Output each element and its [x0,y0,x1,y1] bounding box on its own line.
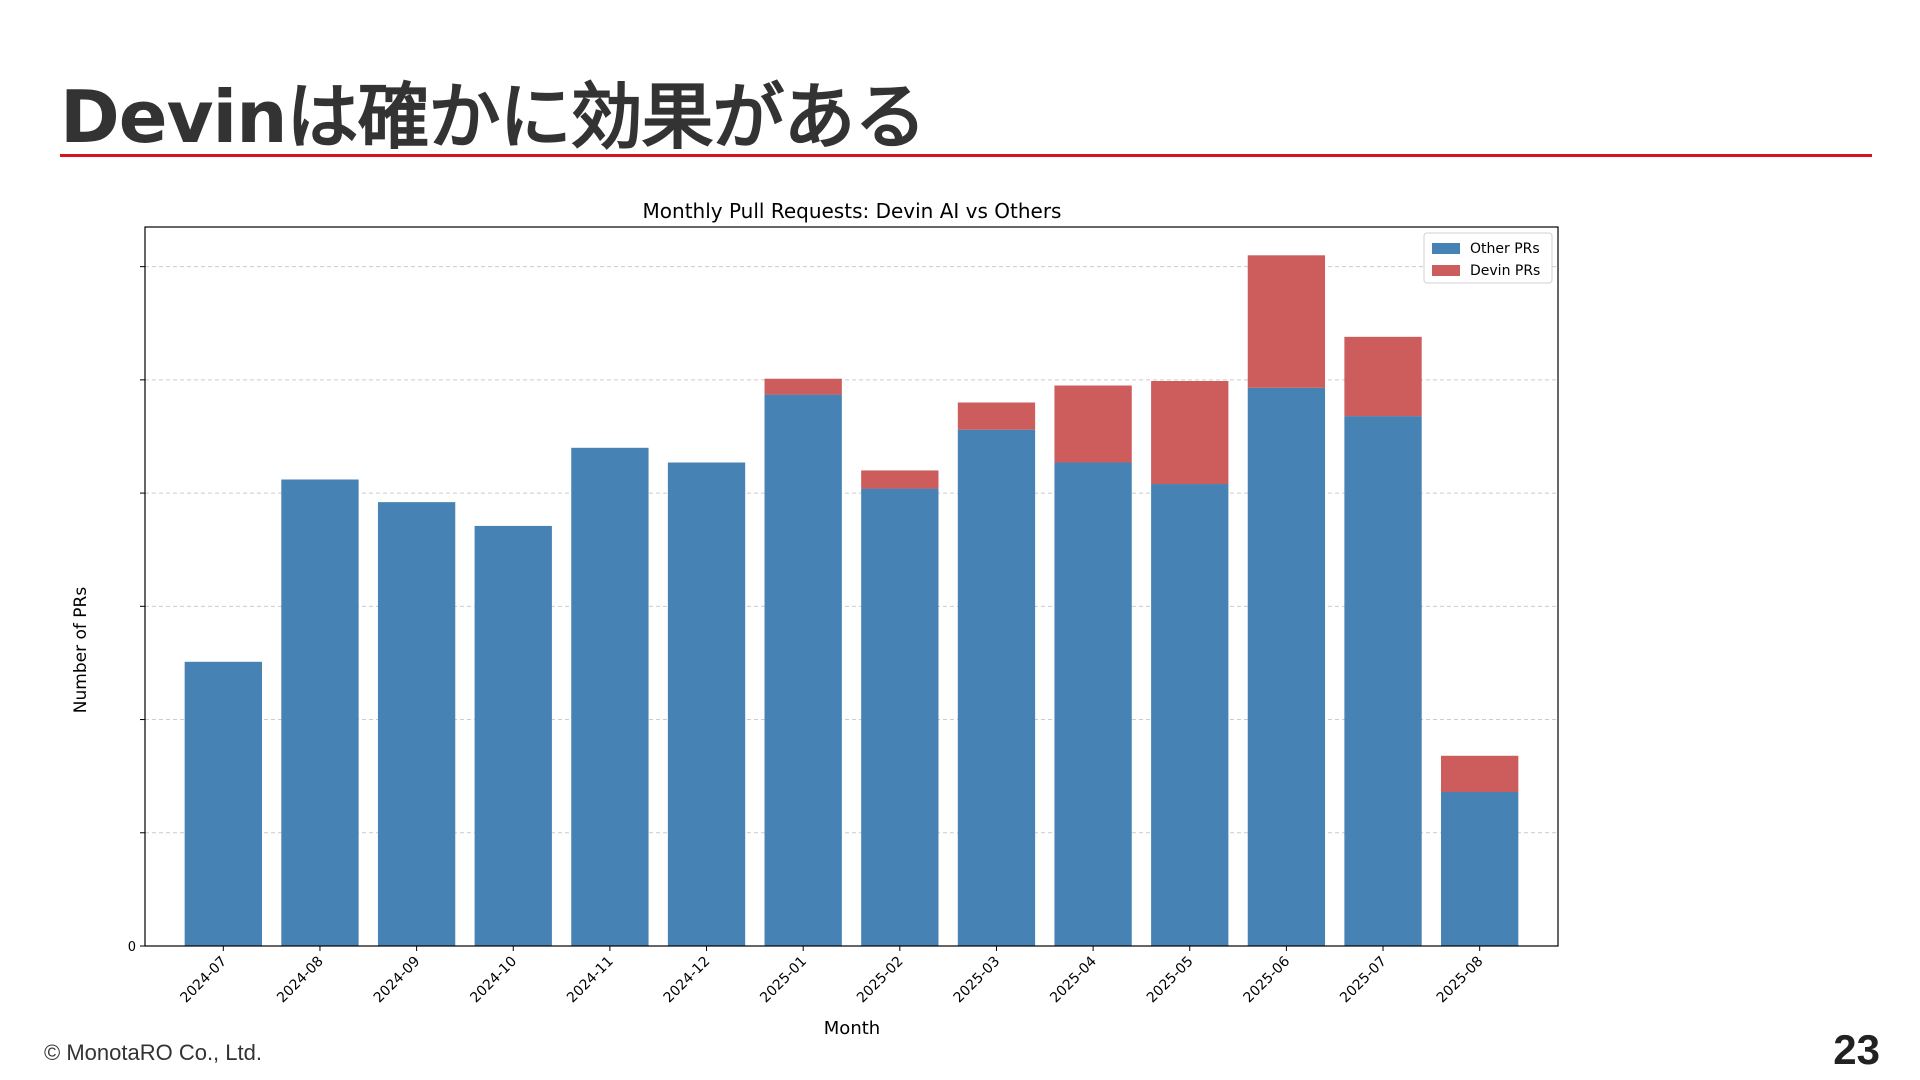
bar-other-prs [571,447,649,946]
x-tick-label: 2024-12 [661,954,714,1007]
bar-other-prs [377,502,456,946]
bar-other-prs [1151,484,1229,946]
legend: Other PRs Devin PRs [1423,232,1553,284]
legend-label: Devin PRs [1470,263,1540,279]
bar-other-prs [1054,462,1132,946]
legend-swatch [1432,265,1460,276]
bar-devin-prs [1151,380,1229,485]
bar-devin-prs [1344,336,1422,417]
bars [184,255,1519,947]
bar-devin-prs [1441,755,1519,793]
x-tick-label: 2024-09 [371,954,424,1007]
bar-other-prs [281,479,359,946]
bar-other-prs [764,394,842,946]
copyright: © MonotaRO Co., Ltd. [44,1040,262,1065]
bar-devin-prs [1247,255,1326,388]
x-tick-label: 2025-05 [1144,954,1197,1007]
bar-chart: Monthly Pull Requests: Devin AI vs Other… [71,199,1559,1039]
x-tick-label: 2025-04 [1047,953,1100,1006]
bar-other-prs [474,525,552,946]
bar-other-prs [1441,792,1519,946]
x-axis-label: Month [824,1018,880,1039]
bar-devin-prs [1054,385,1132,463]
chart-container: Monthly Pull Requests: Devin AI vs Other… [0,190,1600,1040]
page-number: 23 [1833,1026,1880,1073]
x-tick-label: 2025-08 [1434,954,1487,1007]
x-tick-label: 2024-11 [564,954,617,1007]
bar-devin-prs [861,470,939,489]
bar-other-prs [1344,416,1422,947]
x-tick-label: 2025-02 [854,954,907,1007]
y-axis-label: Number of PRs [71,587,91,714]
x-tick-label: 2025-07 [1337,954,1390,1007]
x-tick-label: 2025-06 [1241,953,1294,1006]
x-tick-label: 2024-10 [467,954,520,1007]
legend-label: Other PRs [1470,241,1540,257]
plot-frame [144,226,1559,947]
bar-other-prs [184,661,262,946]
bar-other-prs [861,488,939,946]
legend-swatch [1432,243,1460,254]
bar-devin-prs [957,402,1036,430]
slide-title: Devinは確かに効果がある [60,75,926,159]
title-underline [60,154,1872,157]
x-tick-label: 2025-01 [757,954,810,1007]
bar-devin-prs [764,378,842,395]
bar-other-prs [957,429,1036,947]
y-tick-label: 0 [128,940,136,955]
bar-other-prs [1247,387,1326,946]
x-tick-label: 2024-08 [274,954,327,1007]
x-tick-label: 2024-07 [177,954,230,1007]
chart-title: Monthly Pull Requests: Devin AI vs Other… [643,199,1062,223]
bar-other-prs [667,462,746,946]
x-tick-label: 2025-03 [951,954,1004,1007]
